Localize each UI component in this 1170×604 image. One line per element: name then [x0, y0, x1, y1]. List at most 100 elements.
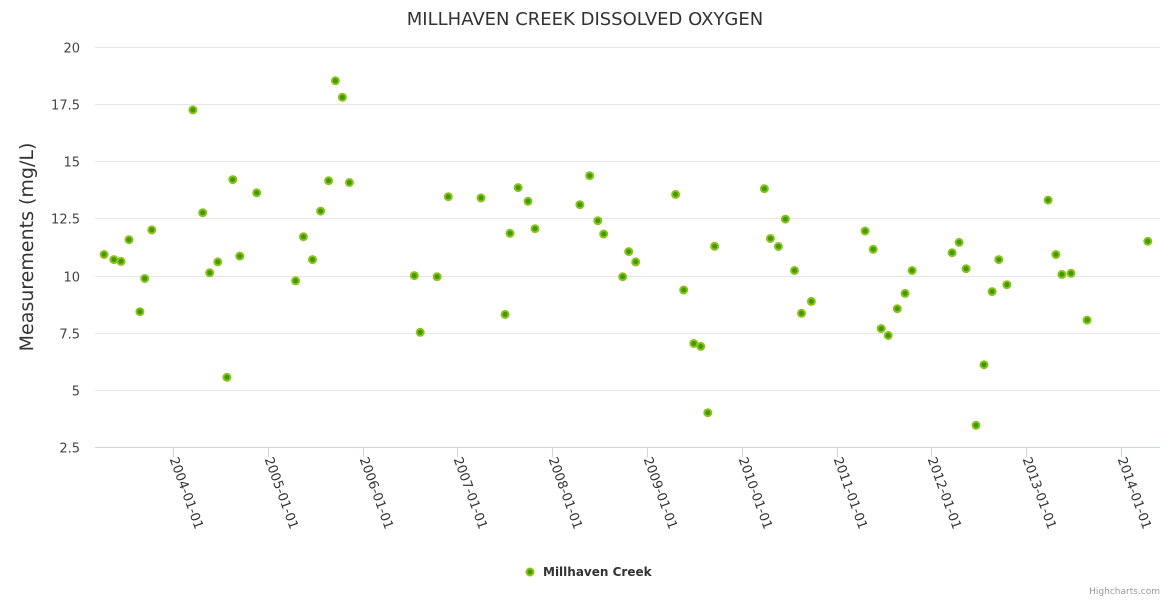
data-point[interactable] — [994, 255, 1004, 265]
data-point[interactable] — [954, 237, 964, 247]
data-point[interactable] — [432, 272, 442, 282]
data-point[interactable] — [575, 200, 585, 210]
data-point[interactable] — [109, 255, 119, 265]
data-point[interactable] — [900, 288, 910, 298]
data-point[interactable] — [205, 268, 215, 278]
series-millhaven-creek[interactable] — [99, 76, 1153, 430]
data-point[interactable] — [228, 175, 238, 185]
data-point[interactable] — [308, 255, 317, 265]
data-point[interactable] — [147, 225, 157, 235]
y-tick-label: 10 — [63, 271, 80, 286]
y-axis-title: Measurements (mg/L) — [16, 143, 38, 352]
data-point[interactable] — [198, 208, 208, 218]
data-point[interactable] — [344, 178, 354, 187]
data-point[interactable] — [443, 192, 453, 202]
data-point[interactable] — [780, 214, 790, 224]
data-point[interactable] — [1143, 236, 1153, 246]
data-point[interactable] — [868, 244, 878, 254]
data-point[interactable] — [790, 266, 799, 275]
legend-marker-icon — [525, 567, 535, 577]
data-point[interactable] — [947, 248, 957, 258]
data-point[interactable] — [298, 232, 308, 242]
x-tick-label: 2012-01-01 — [924, 455, 964, 531]
data-point[interactable] — [773, 242, 783, 251]
data-point[interactable] — [765, 234, 775, 243]
legend-label[interactable]: Millhaven Creek — [543, 565, 653, 579]
data-point[interactable] — [1051, 250, 1061, 259]
data-point[interactable] — [876, 324, 886, 334]
x-axis-ticks: 2004-01-01 2005-01-01 2006-01-01 2007-01-01… — [166, 447, 1154, 531]
data-point[interactable] — [116, 256, 126, 266]
data-point[interactable] — [679, 285, 689, 295]
x-tick-label: 2005-01-01 — [261, 455, 301, 531]
data-point[interactable] — [330, 76, 340, 86]
data-point[interactable] — [213, 257, 223, 267]
x-tick-label: 2008-01-01 — [545, 455, 585, 531]
data-point[interactable] — [961, 264, 971, 274]
credits-link[interactable]: Highcharts.com — [1089, 587, 1160, 597]
data-point[interactable] — [523, 196, 533, 206]
data-point[interactable] — [1002, 280, 1012, 290]
data-point[interactable] — [860, 226, 870, 236]
y-tick-label: 12.5 — [51, 213, 80, 228]
data-point[interactable] — [188, 105, 198, 115]
data-point[interactable] — [291, 276, 301, 286]
x-tick-label: 2006-01-01 — [356, 455, 396, 531]
data-point[interactable] — [1082, 315, 1092, 325]
data-point[interactable] — [324, 176, 334, 186]
data-point[interactable] — [806, 296, 816, 306]
data-point[interactable] — [696, 341, 706, 351]
x-tick-label: 2004-01-01 — [166, 455, 206, 531]
data-point[interactable] — [593, 216, 603, 226]
data-point[interactable] — [618, 272, 628, 282]
data-point[interactable] — [689, 339, 699, 348]
data-point[interactable] — [599, 229, 609, 239]
x-tick-label: 2014-01-01 — [1114, 455, 1154, 531]
data-point[interactable] — [797, 308, 806, 318]
legend[interactable]: Millhaven Creek — [525, 565, 653, 579]
data-point[interactable] — [671, 189, 681, 199]
data-point[interactable] — [971, 420, 981, 430]
y-tick-label: 2.5 — [59, 442, 80, 457]
data-point[interactable] — [1066, 268, 1076, 278]
data-point[interactable] — [530, 224, 540, 234]
y-gridlines — [95, 47, 1160, 391]
x-tick-label: 2010-01-01 — [735, 455, 775, 531]
data-point[interactable] — [883, 331, 893, 340]
data-point[interactable] — [99, 250, 109, 259]
data-point[interactable] — [505, 228, 515, 238]
legend-item-millhaven-creek[interactable]: Millhaven Creek — [525, 565, 653, 579]
x-tick-label: 2011-01-01 — [830, 455, 870, 531]
data-point[interactable] — [1057, 269, 1067, 279]
data-point[interactable] — [585, 171, 595, 181]
data-point[interactable] — [703, 408, 713, 418]
data-point[interactable] — [1043, 195, 1053, 205]
y-tick-label: 15 — [63, 156, 80, 171]
data-point[interactable] — [409, 271, 419, 281]
data-point[interactable] — [907, 266, 917, 275]
data-point[interactable] — [337, 92, 347, 102]
data-point[interactable] — [513, 183, 523, 193]
data-point[interactable] — [624, 247, 634, 257]
data-point[interactable] — [124, 235, 134, 245]
data-point[interactable] — [710, 241, 720, 251]
x-tick-label: 2009-01-01 — [640, 455, 680, 531]
data-point[interactable] — [135, 307, 145, 317]
data-point[interactable] — [222, 372, 232, 382]
data-point[interactable] — [759, 184, 769, 194]
data-point[interactable] — [500, 309, 510, 319]
y-axis-ticks: 2.5 5 7.5 10 12.5 15 17.5 20 — [51, 42, 80, 457]
data-point[interactable] — [252, 188, 262, 198]
data-point[interactable] — [987, 287, 997, 297]
data-point[interactable] — [415, 327, 425, 337]
data-point[interactable] — [476, 193, 486, 203]
data-point[interactable] — [316, 206, 326, 216]
data-point[interactable] — [892, 304, 902, 314]
data-point[interactable] — [631, 257, 641, 267]
data-point[interactable] — [235, 251, 245, 261]
x-tick-label: 2013-01-01 — [1019, 455, 1059, 531]
data-point[interactable] — [979, 360, 989, 370]
y-tick-label: 7.5 — [59, 328, 80, 343]
data-point[interactable] — [140, 274, 150, 283]
